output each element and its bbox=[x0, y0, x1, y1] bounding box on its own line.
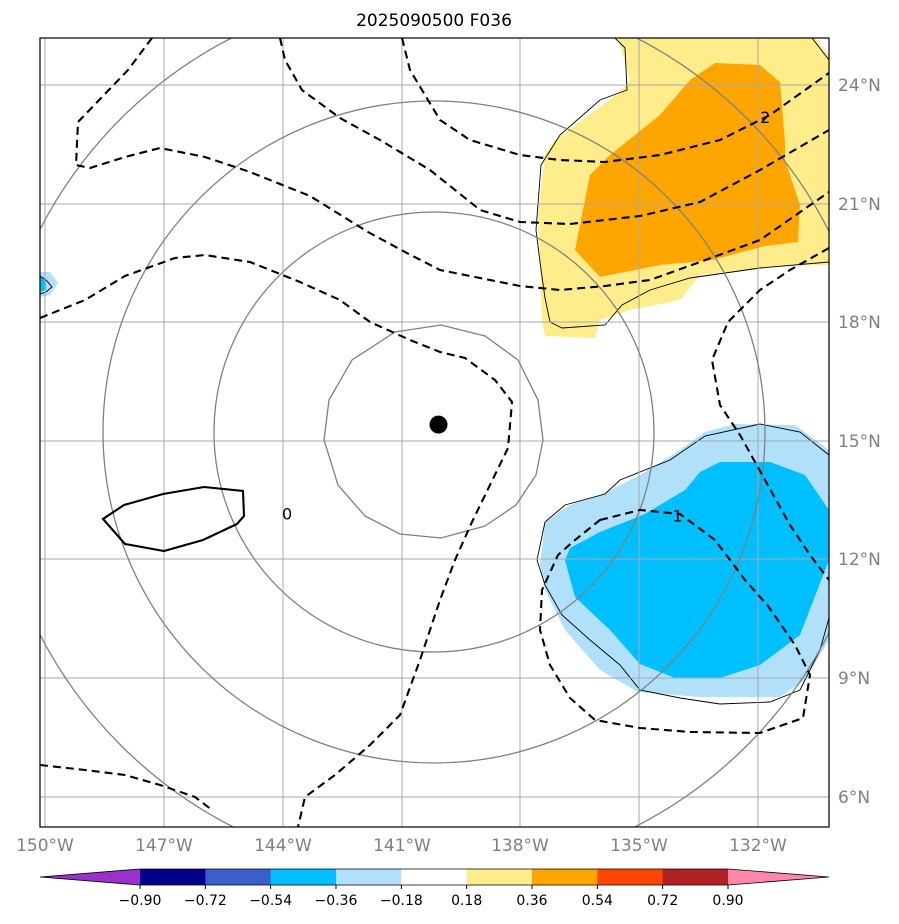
colorbar: −0.90 −0.72 −0.54 −0.36 −0.18 0.18 0.36 0.54 0.7… bbox=[39, 868, 830, 909]
lat-tick-label: 12°N bbox=[838, 550, 881, 570]
lon-tick-label: 135°W bbox=[610, 836, 668, 856]
lat-tick-label: 15°N bbox=[838, 432, 881, 452]
colorbar-swatch bbox=[336, 869, 402, 885]
colorbar-swatch bbox=[140, 869, 206, 885]
lon-tick-label: 147°W bbox=[135, 836, 193, 856]
colorbar-tick-label: −0.54 bbox=[249, 893, 292, 909]
contour-label: 1 bbox=[672, 506, 682, 525]
storm-center-dot bbox=[429, 415, 448, 434]
lat-tick-label: 9°N bbox=[838, 669, 870, 689]
colorbar-swatch bbox=[466, 869, 533, 885]
lat-tick-label: 24°N bbox=[838, 76, 881, 96]
lon-tick-label: 138°W bbox=[491, 836, 549, 856]
latitude-labels: 24°N 21°N 18°N 15°N 12°N 9°N 6°N bbox=[838, 76, 881, 808]
contour-labels: 2 1 0 bbox=[282, 108, 770, 525]
colorbar-tick-label: 0.72 bbox=[647, 893, 678, 909]
colorbar-tick-label: −0.36 bbox=[315, 893, 358, 909]
colorbar-swatch bbox=[401, 869, 468, 885]
lat-tick-label: 6°N bbox=[838, 788, 870, 808]
lon-tick-label: 150°W bbox=[16, 836, 74, 856]
colorbar-tick-label: −0.90 bbox=[119, 893, 162, 909]
lat-tick-label: 18°N bbox=[838, 313, 881, 333]
colorbar-swatch bbox=[270, 869, 337, 885]
map-frame bbox=[39, 37, 830, 828]
colorbar-over-extension bbox=[728, 869, 829, 885]
graticule bbox=[40, 38, 829, 827]
range-rings bbox=[40, 38, 829, 827]
contour-label: 2 bbox=[760, 108, 770, 127]
colorbar-under-extension bbox=[40, 869, 140, 885]
lat-tick-label: 21°N bbox=[838, 195, 881, 215]
colorbar-swatch bbox=[532, 869, 598, 885]
zero-contour bbox=[101, 485, 246, 553]
dashed-contours bbox=[40, 38, 829, 827]
colorbar-swatch bbox=[662, 869, 729, 885]
longitude-labels: 150°W 147°W 144°W 141°W 138°W 135°W 132°… bbox=[16, 836, 787, 856]
lon-tick-label: 141°W bbox=[373, 836, 431, 856]
colorbar-tick-label: 0.54 bbox=[582, 893, 613, 909]
shading-outlines bbox=[40, 38, 829, 705]
colorbar-tick-label: −0.18 bbox=[380, 893, 423, 909]
colorbar-tick-label: 0.18 bbox=[451, 893, 482, 909]
map-panel: 2 1 0 bbox=[40, 38, 829, 827]
colorbar-tick-label: −0.72 bbox=[184, 893, 227, 909]
lon-tick-label: 132°W bbox=[729, 836, 787, 856]
lon-tick-label: 144°W bbox=[254, 836, 312, 856]
contour-label: 0 bbox=[282, 504, 292, 523]
colorbar-tick-label: 0.36 bbox=[516, 893, 547, 909]
colorbar-swatch bbox=[597, 869, 664, 885]
shading-orange bbox=[575, 63, 800, 277]
colorbar-tick-label: 0.90 bbox=[712, 893, 743, 909]
colorbar-swatch bbox=[205, 869, 272, 885]
figure-title: 2025090500 F036 bbox=[356, 11, 512, 31]
